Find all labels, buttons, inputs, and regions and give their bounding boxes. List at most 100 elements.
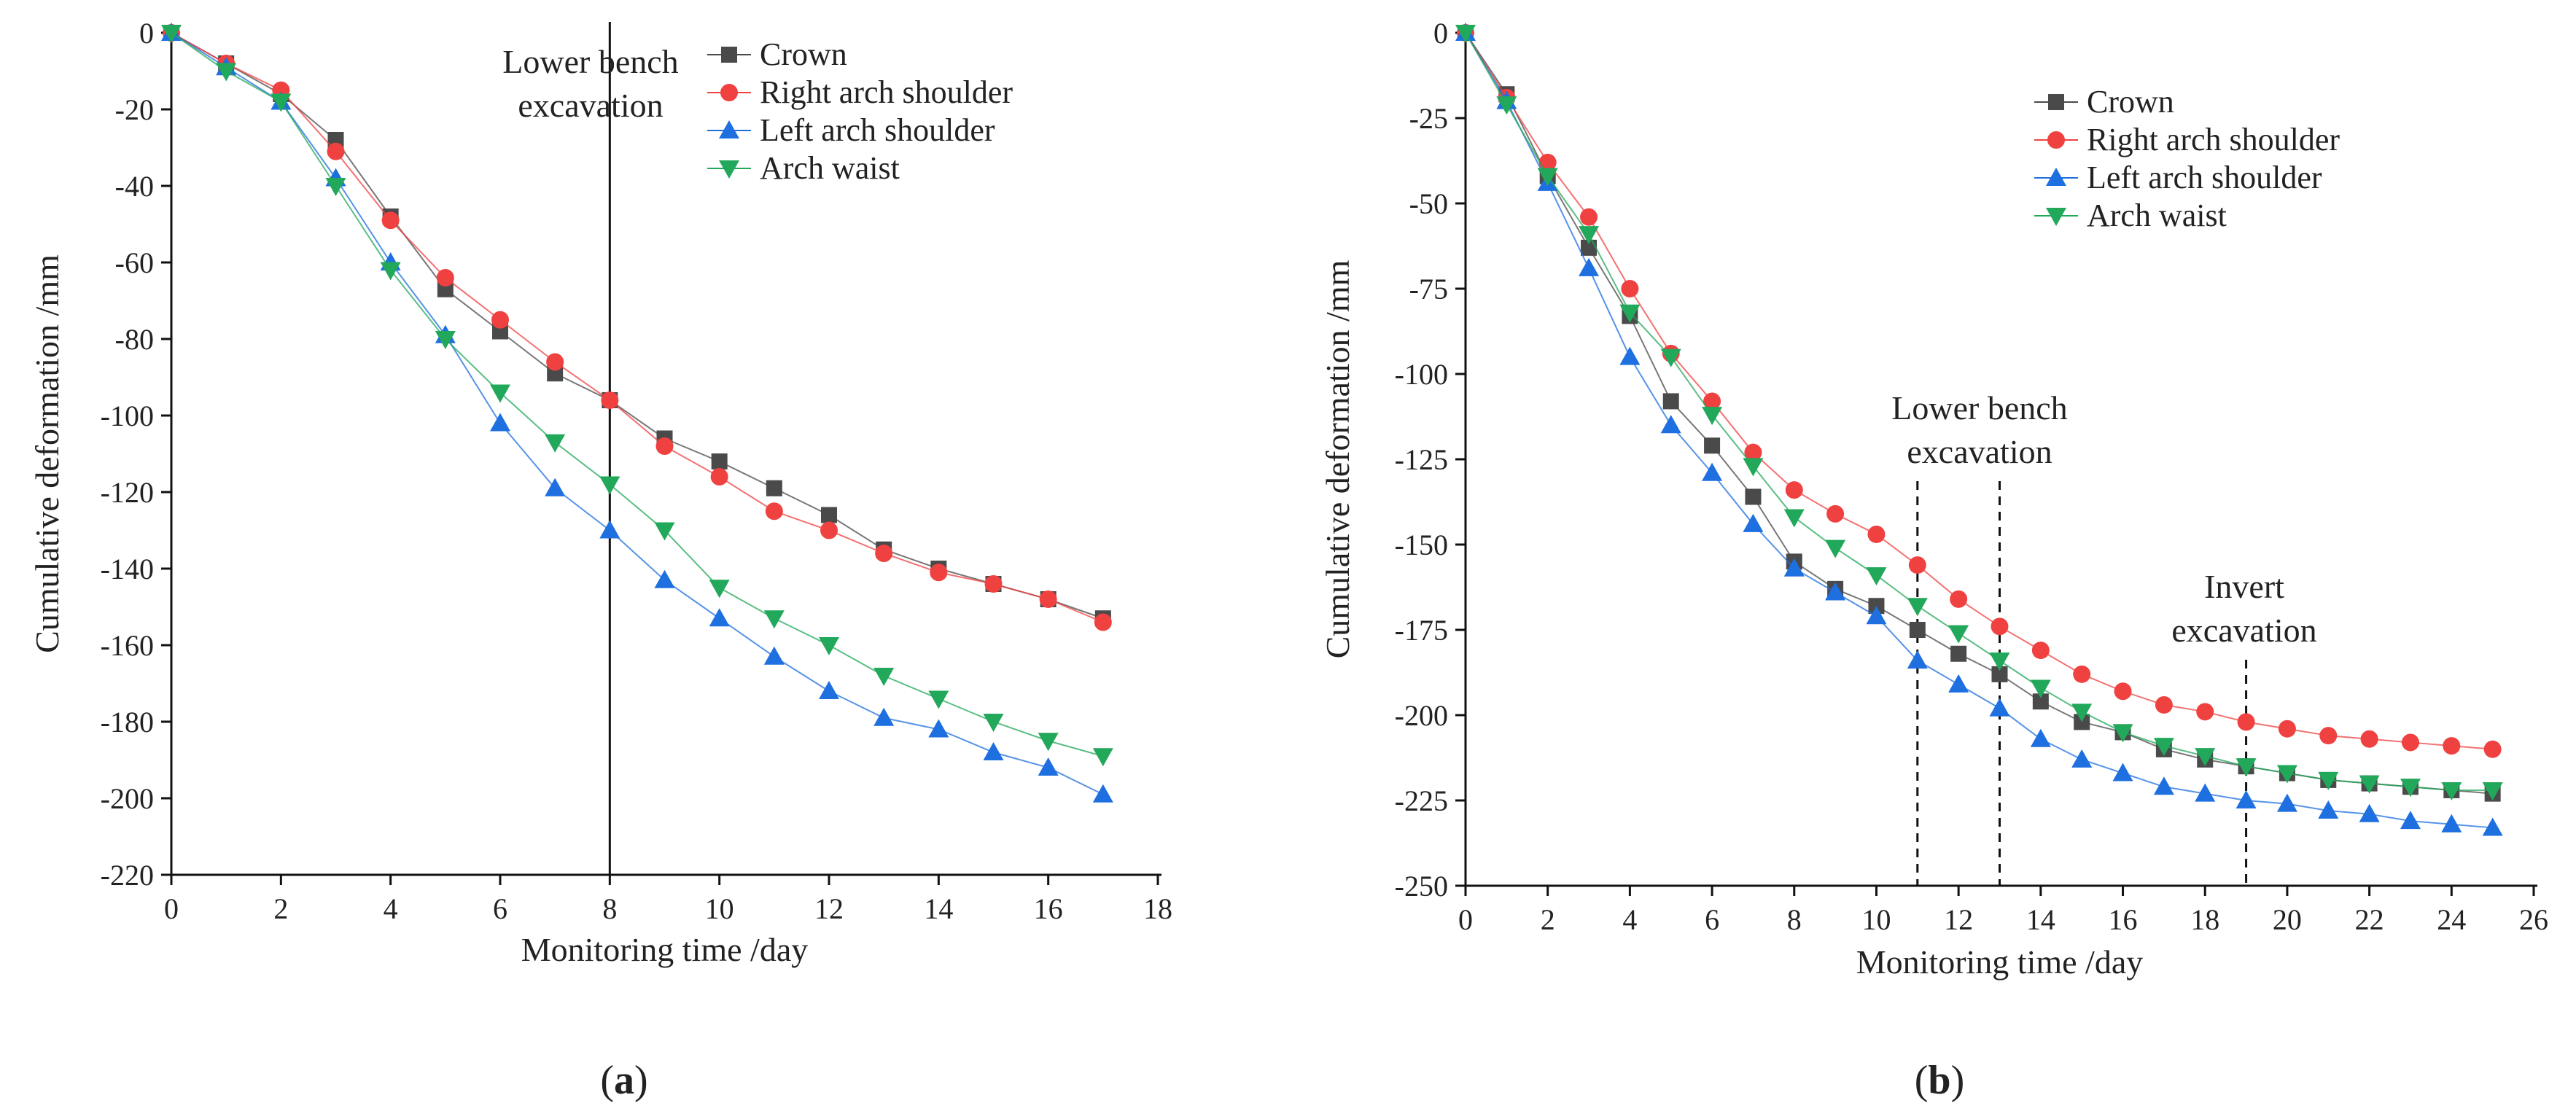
data-point [2196,703,2214,721]
x-tick-label: 16 [1034,892,1063,925]
data-point [709,608,730,627]
data-point [1660,348,1681,367]
x-axis-title: Monitoring time /day [1856,943,2144,981]
data-point [1991,666,2008,682]
annotation-text: excavation [518,87,663,124]
annotation-text: excavation [2171,612,2316,649]
x-tick-label: 2 [1541,903,1555,936]
data-point [873,707,895,726]
data-point [983,742,1004,760]
data-point [1580,208,1598,226]
data-point [711,453,728,469]
data-point [1455,25,1476,43]
panel-label-letter: b [1928,1058,1950,1103]
data-point [1826,504,1845,523]
x-tick-label: 24 [2437,903,2466,936]
data-point [1702,407,1723,426]
data-point [766,480,782,496]
data-point [216,63,237,82]
data-point [2030,679,2051,698]
data-point [161,25,182,43]
y-tick-label: -50 [1409,187,1448,220]
y-tick-label: -180 [101,706,154,738]
data-point [930,564,948,582]
data-point [2114,682,2132,701]
data-point [983,714,1004,732]
x-tick-label: 26 [2519,903,2548,936]
x-axis-title: Monitoring time /day [521,931,809,968]
data-point [1867,525,1886,543]
series-line [171,32,1104,757]
x-tick-label: 10 [705,892,734,925]
annotation-text: Invert [2204,568,2284,605]
data-point [928,719,949,738]
y-tick-label: -120 [101,476,154,509]
data-point [1907,598,1928,617]
data-point [1989,652,2010,671]
data-point [820,521,838,539]
data-point [2319,727,2338,745]
y-tick-label: -25 [1409,102,1448,135]
data-point [819,681,839,699]
x-tick-label: 12 [1944,903,1973,936]
data-point [1950,645,1967,662]
data-point [1496,96,1517,115]
data-point [1825,582,1846,601]
data-point [1660,415,1681,434]
data-point [873,668,895,686]
data-point [1991,617,2009,636]
y-tick-label: -200 [1395,699,1448,732]
data-point [2071,703,2093,722]
data-point [2360,730,2378,748]
data-point [490,413,510,432]
data-point [1662,393,1679,410]
data-point [545,434,566,453]
data-point [1039,590,1057,608]
data-point [2276,793,2297,812]
data-point [1538,153,1557,171]
x-tick-label: 20 [2273,903,2302,936]
panel-label: (a) [600,1058,647,1103]
series-line [171,32,1104,623]
data-point [271,93,292,112]
data-point [2031,642,2050,660]
data-point [436,269,454,286]
data-point [325,178,346,196]
data-point [1909,622,1926,638]
data-point [2155,695,2173,714]
data-point [984,575,1003,593]
y-axis-title: Cumulative deformation /mm [1319,260,1356,658]
data-point [2401,733,2419,752]
data-point [875,545,893,562]
series-line [1465,32,2493,829]
data-point [2441,814,2462,833]
data-point [2153,738,2174,757]
series-left-arch-shoulder [1455,23,2503,836]
y-tick-label: -225 [1395,784,1448,817]
data-point [1579,226,1600,245]
series-arch-waist [161,25,1113,767]
data-point [1702,462,1723,481]
data-point [710,468,728,486]
data-point [1745,488,1762,505]
x-tick-label: 0 [164,892,179,925]
y-tick-label: -140 [101,553,154,585]
data-point [2318,771,2339,790]
x-tick-label: 0 [1458,903,1473,936]
panel-label-letter: a [614,1058,634,1103]
y-tick-label: -200 [101,782,154,815]
data-point [2032,693,2049,710]
chart-panel-b: 0 2 4 6 8 10 12 14 16 18 20 22 24 260-25-50-75-100-12… [1319,17,2548,1103]
data-point [928,690,949,709]
y-tick-label: -75 [1409,273,1448,305]
annotation-text: Lower bench [502,43,678,80]
y-tick-label: -20 [115,93,154,126]
x-tick-label: 22 [2355,903,2384,936]
y-axis-title: Cumulative deformation /mm [28,254,66,653]
data-point [2073,665,2091,683]
y-tick-label: -150 [1395,529,1448,561]
y-tick-label: -160 [101,629,154,662]
data-point [2482,781,2503,800]
data-point [1783,558,1805,577]
